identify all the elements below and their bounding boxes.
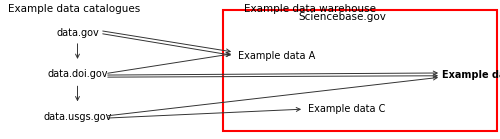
Text: Sciencebase.gov: Sciencebase.gov xyxy=(298,12,386,22)
Text: Example data catalogues: Example data catalogues xyxy=(8,4,140,14)
Text: Example data warehouse: Example data warehouse xyxy=(244,4,376,14)
Text: data.doi.gov: data.doi.gov xyxy=(47,69,108,79)
Text: Example data C: Example data C xyxy=(308,104,385,114)
Bar xyxy=(222,10,496,131)
Text: Example data A: Example data A xyxy=(238,51,315,61)
Text: data.usgs.gov: data.usgs.gov xyxy=(44,112,112,122)
Text: data.gov: data.gov xyxy=(56,28,99,38)
Text: Example data B: Example data B xyxy=(442,70,500,80)
